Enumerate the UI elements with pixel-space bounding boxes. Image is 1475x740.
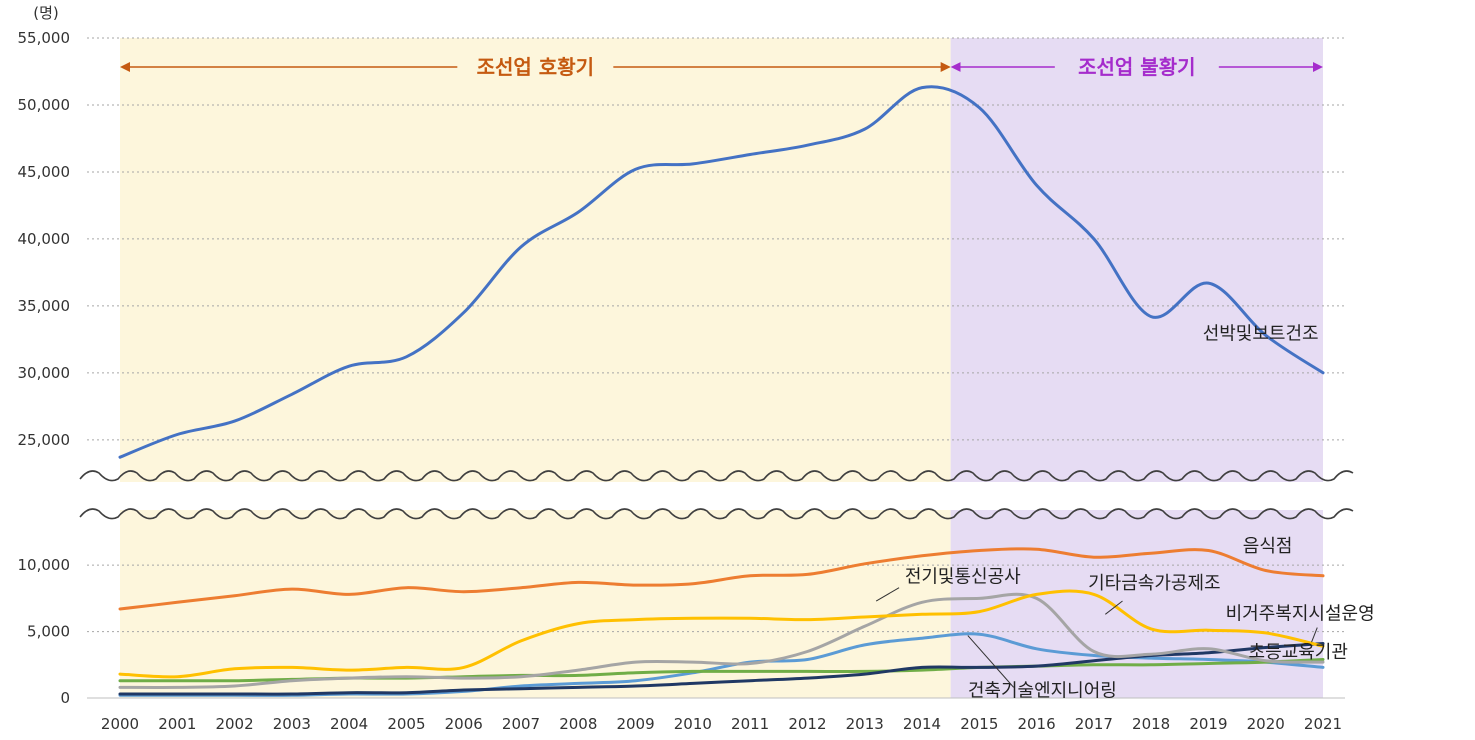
x-tick-2001: 2001 [158, 715, 196, 733]
x-tick-2003: 2003 [273, 715, 311, 733]
series-label-선박및보트건조: 선박및보트건조 [1203, 323, 1319, 344]
x-tick-2014: 2014 [903, 715, 941, 733]
y-tick-upper-5: 50,000 [18, 96, 71, 114]
x-tick-2019: 2019 [1189, 715, 1227, 733]
period-label-1: 조선업 호황기 [477, 55, 594, 79]
y-tick-upper-6: 55,000 [18, 29, 71, 47]
x-tick-2017: 2017 [1075, 715, 1113, 733]
y-tick-upper-3: 40,000 [18, 230, 71, 248]
axis-labels: (명) 25,000 30,000 35,000 40,000 45,000 50,000… [18, 4, 1343, 733]
series-label-초등교육기관: 초등교육기관 [1249, 642, 1348, 663]
series-line-선박및보트건조 [118, 85, 1325, 459]
series-line-기타금속가공제조 [118, 589, 1325, 679]
x-tick-2009: 2009 [616, 715, 654, 733]
period-band-2 [950, 38, 1323, 698]
series-label-비거주복지시설운영: 비거주복지시설운영 [1226, 604, 1375, 625]
period-annotations: 조선업 호황기 조선업 불황기 [120, 55, 1323, 79]
series-line-전기및통신공사 [118, 592, 1325, 689]
x-tick-2011: 2011 [731, 715, 769, 733]
x-tick-2010: 2010 [674, 715, 712, 733]
leader-건축기술엔지니어링 [967, 635, 1015, 688]
x-tick-2000: 2000 [101, 715, 139, 733]
y-tick-lower-0: 0 [60, 689, 70, 707]
x-tick-2002: 2002 [215, 715, 253, 733]
x-tick-2006: 2006 [445, 715, 483, 733]
x-tick-2004: 2004 [330, 715, 368, 733]
axis-break [77, 470, 1367, 520]
leader-기타금속가공제조 [1105, 600, 1123, 615]
leader-비거주복지시설운영 [1311, 627, 1318, 643]
x-tick-2005: 2005 [387, 715, 425, 733]
y-unit-label: (명) [33, 4, 59, 22]
y-tick-upper-1: 30,000 [18, 364, 71, 382]
series-lines [118, 85, 1325, 697]
period-label-2: 조선업 불황기 [1078, 55, 1195, 79]
series-label-기타금속가공제조: 기타금속가공제조 [1088, 573, 1220, 594]
axis-break-wave-upper [79, 470, 1354, 482]
x-tick-2020: 2020 [1247, 715, 1285, 733]
gridlines [87, 37, 1345, 699]
series-line-음식점 [118, 547, 1325, 611]
x-tick-2018: 2018 [1132, 715, 1170, 733]
y-tick-lower-1: 5,000 [27, 623, 70, 641]
series-label-음식점: 음식점 [1243, 536, 1293, 557]
x-tick-2021: 2021 [1304, 715, 1342, 733]
series-line-비거주복지시설운영 [118, 642, 1325, 696]
x-tick-2012: 2012 [788, 715, 826, 733]
x-tick-2016: 2016 [1017, 715, 1055, 733]
leader-전기및통신공사 [875, 587, 900, 602]
x-tick-2013: 2013 [846, 715, 884, 733]
axis-break-wave-lower [79, 508, 1354, 520]
series-label-전기및통신공사: 전기및통신공사 [905, 566, 1021, 587]
background-layer [120, 38, 1323, 698]
y-tick-upper-4: 45,000 [18, 163, 71, 181]
y-tick-upper-2: 35,000 [18, 297, 71, 315]
period-band-1 [120, 38, 951, 698]
series-label-건축기술엔지니어링: 건축기술엔지니어링 [968, 681, 1117, 702]
x-tick-2008: 2008 [559, 715, 597, 733]
y-tick-upper-0: 25,000 [18, 431, 71, 449]
axis-break-gap [77, 482, 1367, 510]
x-tick-2015: 2015 [960, 715, 998, 733]
y-tick-lower-2: 10,000 [18, 556, 71, 574]
x-tick-2007: 2007 [502, 715, 540, 733]
